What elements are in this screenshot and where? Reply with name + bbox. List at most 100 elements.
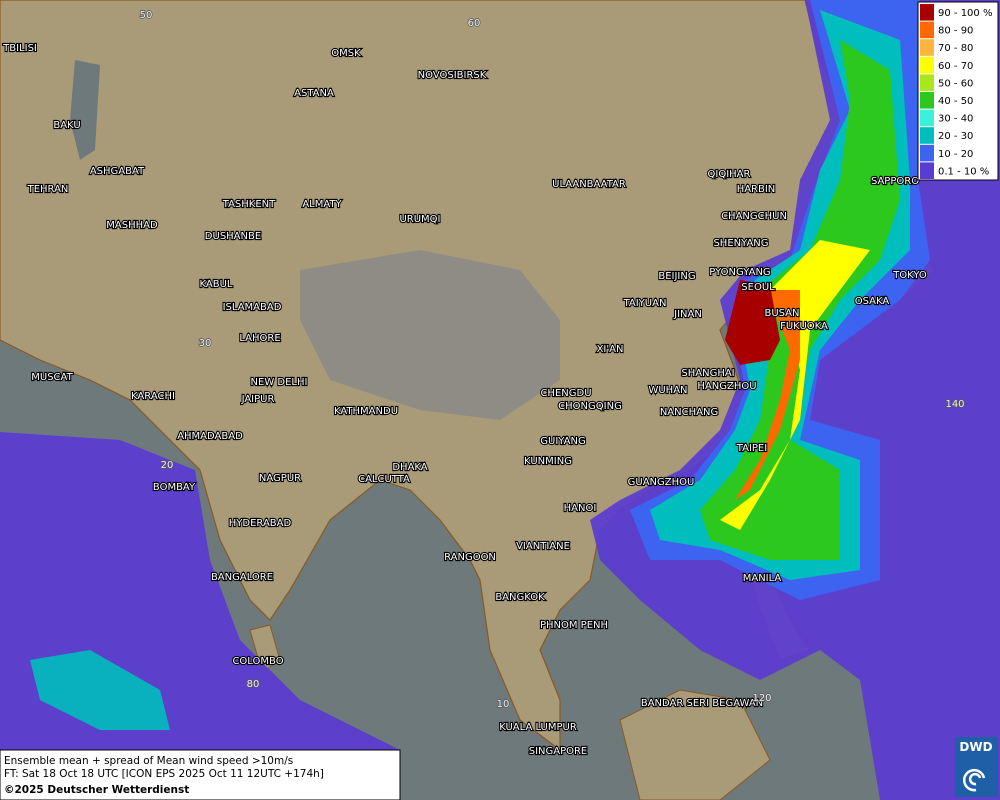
legend-swatch [920,127,934,144]
graticule-label: 140 [945,399,964,410]
city-label: ULAANBAATAR [552,179,626,190]
legend-swatch [920,92,934,109]
city-label: BAKU [53,120,80,131]
city-label: GUANGZHOU [628,477,695,488]
wind-area [725,280,780,365]
city-label: TAIPEI [736,443,767,454]
city-label: FUKUOKA [780,321,828,332]
logo-text: DWD [959,740,992,754]
city-label: AHMADABAD [177,431,243,442]
graticule-label: 50 [140,10,153,21]
city-label: SHANGHAI [681,368,734,379]
logo [955,737,998,797]
city-label: SAPPORO [871,176,919,187]
city-label: KUNMING [524,456,572,467]
city-label: BANDAR SERI BEGAWAN [641,698,763,709]
city-label: LAHORE [239,333,280,344]
city-label: VIANTIANE [516,541,570,552]
legend-swatch [920,162,934,179]
city-label: JAIPUR [241,394,275,405]
legend-swatch [920,74,934,91]
city-label: QIQIHAR [708,169,751,180]
city-label: WUHAN [648,385,687,396]
city-label: HYDERABAD [229,518,292,529]
city-label: HANOI [564,503,597,514]
inland-sea [70,60,100,160]
city-label: SINGAPORE [529,746,588,757]
legend-swatch [920,4,934,21]
city-label: PYONGYANG [709,267,770,278]
city-label: ISLAMABAD [223,302,282,313]
city-label: SHENYANG [713,238,768,249]
legend-swatch [920,109,934,127]
city-label: MUSCAT [31,372,73,383]
city-label: RANGOON [444,552,496,563]
legend-label: 10 - 20 [938,149,973,160]
city-label: TOKYO [892,270,927,281]
city-label: TAIYUAN [623,298,667,309]
city-label: SEOUL [741,282,775,293]
graticule-label: 80 [247,679,260,690]
city-label: KARACHI [131,391,175,402]
legend-label: 0.1 - 10 % [938,166,989,177]
city-label: NANCHANG [660,407,718,418]
caption-line: ©2025 Deutscher Wetterdienst [4,784,189,796]
legend-label: 60 - 70 [938,61,973,72]
city-label: CHONGQING [558,401,622,412]
legend: 90 - 100 % 80 - 90 70 - 80 60 - 70 50 - 60 40… [917,1,999,181]
legend-swatch [920,56,934,74]
graticule-label: 60 [468,18,481,29]
city-label: DHAKA [392,462,427,473]
graticule-label: 20 [161,460,174,471]
wind-area [735,290,800,500]
city-label: NEW DELHI [251,377,308,388]
city-label: ASTANA [294,88,334,99]
city-label: KATHMANDU [334,406,398,417]
city-label: GUIYANG [540,436,585,447]
legend-label: 30 - 40 [938,114,973,125]
graticule-label: 120 [752,693,771,704]
city-label: BUSAN [764,308,799,319]
city-label: HARBIN [737,184,776,195]
city-label: CHENGDU [540,388,591,399]
island [619,689,771,800]
city-label: URUMQI [399,214,440,225]
city-label: TASHKENT [222,199,276,210]
city-label: BOMBAY [153,482,196,493]
city-label: HANGZHOU [697,381,756,392]
city-label: MANILA [743,573,782,584]
city-label: XI'AN [597,344,624,355]
legend-swatch [920,39,934,56]
city-label: MASHHAD [106,220,158,231]
city-label: BANGKOK [495,592,545,603]
city-label: OSAKA [855,296,890,307]
graticule-label: 10 [497,699,510,710]
city-label: COLOMBO [232,656,283,667]
caption-box [0,749,401,800]
legend-swatch [920,144,934,162]
city-label: KUALA LUMPUR [499,722,577,733]
city-label: CHANGCHUN [721,211,787,222]
city-label: CALCUTTA [358,474,410,485]
logo-swirl [963,768,986,792]
legend-swatch [920,21,934,39]
city-label: OMSK [331,48,361,59]
caption-line: FT: Sat 18 Oct 18 UTC [ICON EPS 2025 Oct… [4,768,324,780]
city-label: BEIJING [658,271,695,282]
plateau [300,250,560,420]
city-label: ALMATY [302,199,342,210]
legend-label: 70 - 80 [938,43,973,54]
city-label: DUSHANBE [205,231,261,242]
city-label: NOVOSIBIRSK [418,70,487,81]
legend-label: 50 - 60 [938,78,973,89]
city-label: PHNOM PENH [540,620,608,631]
legend-label: 20 - 30 [938,131,973,142]
wind-area [30,650,170,730]
city-label: BANGALORE [211,572,273,583]
legend-label: 80 - 90 [938,26,973,37]
city-label: ASHGABAT [90,166,145,177]
city-label: TEHRAN [27,184,69,195]
legend-label: 40 - 50 [938,96,973,107]
caption-line: Ensemble mean + spread of Mean wind spee… [4,755,293,767]
